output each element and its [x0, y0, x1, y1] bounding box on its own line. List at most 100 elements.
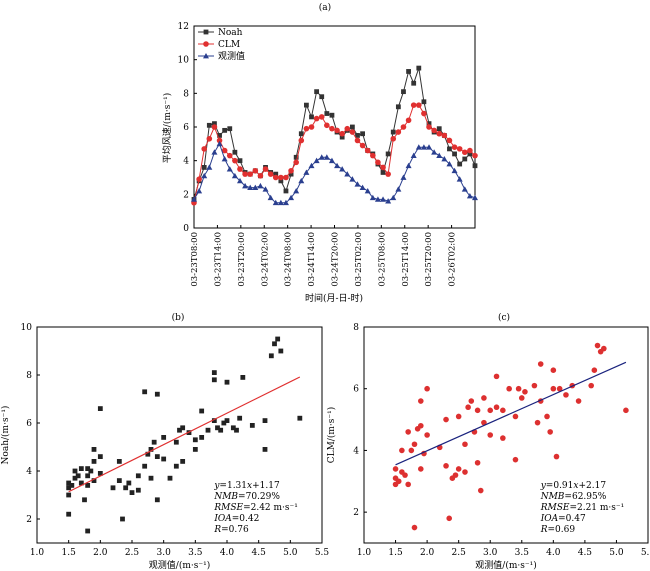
data-point: [135, 487, 141, 493]
data-point: [390, 129, 396, 135]
data-point: [402, 472, 408, 478]
data-point: [221, 420, 227, 426]
data-point: [512, 456, 519, 463]
data-point: [457, 161, 463, 167]
y-tick-label-c: 4: [353, 446, 359, 456]
y-axis-label-c: CLM/(m·s⁻¹): [326, 407, 337, 464]
data-point: [395, 186, 402, 192]
data-point: [66, 492, 72, 498]
legend-marker: [203, 53, 209, 59]
data-point: [354, 137, 361, 144]
data-point: [242, 171, 248, 177]
data-point: [226, 152, 233, 159]
data-point: [405, 481, 411, 488]
data-point: [180, 459, 186, 464]
data-point: [232, 157, 238, 164]
data-point: [199, 408, 205, 414]
data-point: [334, 127, 340, 134]
data-point: [380, 170, 386, 175]
data-point: [249, 423, 255, 428]
data-point: [467, 151, 473, 157]
x-tick-label-a: 03-24T08:00: [284, 232, 294, 287]
data-point: [298, 177, 305, 184]
y-tick-label-a: 4: [183, 157, 189, 167]
data-point: [462, 156, 468, 162]
data-point: [231, 172, 238, 179]
stat-part: x: [573, 481, 578, 491]
stat-part: R: [213, 525, 221, 535]
data-point: [436, 152, 443, 159]
data-point: [282, 199, 289, 206]
data-point: [515, 385, 522, 392]
stat-line: y=0.91x+2.17: [540, 481, 607, 491]
data-point: [462, 441, 468, 448]
data-point: [395, 104, 401, 110]
data-point: [85, 483, 91, 488]
points-b: [66, 336, 303, 534]
data-point: [201, 172, 208, 179]
data-point: [272, 174, 279, 181]
x-tick-label-a: 03-25T20:00: [424, 232, 434, 287]
data-point: [293, 187, 300, 194]
data-point: [369, 194, 376, 201]
data-point: [405, 429, 411, 435]
data-point: [553, 453, 560, 460]
stat-part: y: [540, 481, 547, 491]
data-point: [506, 385, 512, 392]
data-point: [390, 194, 397, 201]
data-point: [481, 395, 487, 401]
data-point: [82, 497, 87, 503]
data-point: [252, 184, 259, 190]
x-tick-label-b: 2.0: [93, 548, 108, 558]
stat-part: NMB: [540, 492, 565, 502]
data-point: [308, 162, 315, 169]
stat-line: R=0.76: [213, 525, 249, 535]
stat-part: +1.17: [252, 481, 280, 491]
data-point: [66, 480, 72, 486]
y-tick-label-c: 2: [353, 508, 359, 518]
data-point: [237, 166, 243, 172]
stat-part: NMB: [213, 492, 238, 502]
legend-marker: [203, 41, 209, 47]
data-point: [446, 515, 453, 522]
series-Noah: [191, 65, 478, 202]
data-point: [493, 404, 500, 411]
stat-part: IOA: [540, 514, 559, 524]
data-point: [339, 166, 346, 172]
data-point: [293, 159, 299, 166]
data-point: [205, 427, 211, 433]
data-point: [601, 345, 607, 352]
data-point: [426, 124, 432, 130]
data-point: [431, 127, 437, 134]
x-tick-label-c: 2.0: [420, 548, 435, 558]
data-point: [623, 407, 629, 414]
legend-label: Noah: [218, 28, 243, 38]
y-tick-label-a: 12: [178, 22, 189, 32]
data-point: [161, 435, 167, 440]
data-point: [472, 163, 478, 169]
data-point: [288, 167, 294, 174]
x-axis-label-a: 时间(月-日-时): [305, 292, 363, 304]
x-tick-label-a: 03-26T02:00: [448, 232, 458, 287]
data-point: [91, 447, 97, 452]
data-point: [247, 184, 254, 190]
data-point: [594, 342, 601, 349]
data-point: [267, 171, 274, 177]
stat-part: =1.31: [219, 481, 247, 491]
data-point: [252, 167, 259, 174]
data-point: [456, 176, 463, 182]
data-point: [392, 466, 399, 472]
data-point: [374, 196, 381, 202]
data-point: [451, 167, 458, 174]
x-tick-label-c: 1.5: [388, 548, 403, 558]
data-point: [257, 173, 264, 179]
data-point: [237, 158, 243, 164]
x-tick-label-a: 03-24T02:00: [260, 232, 270, 287]
data-point: [360, 131, 365, 137]
data-point: [441, 132, 448, 139]
data-point: [196, 187, 203, 194]
data-point: [192, 437, 198, 443]
data-point: [563, 392, 569, 398]
stat-line: NMB=70.29%: [213, 492, 280, 502]
data-point: [420, 144, 427, 150]
